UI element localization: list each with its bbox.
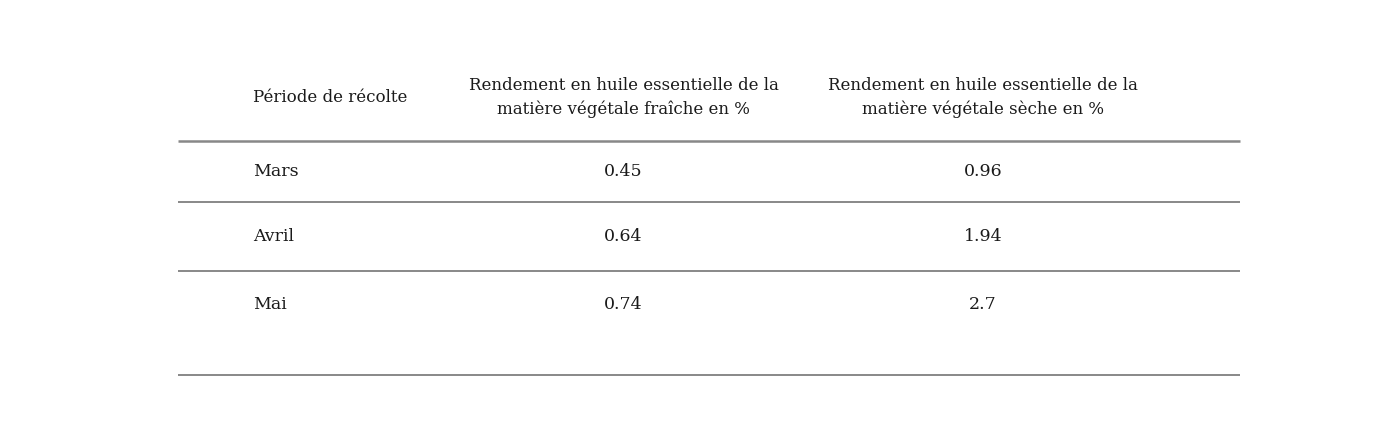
Text: Avril: Avril xyxy=(253,228,295,245)
Text: Période de récolte: Période de récolte xyxy=(253,89,408,106)
Text: 0.64: 0.64 xyxy=(605,228,642,245)
Text: 0.74: 0.74 xyxy=(605,296,642,313)
Text: Mars: Mars xyxy=(253,163,299,180)
Text: 0.45: 0.45 xyxy=(605,163,642,180)
Text: 1.94: 1.94 xyxy=(963,228,1002,245)
Text: 0.96: 0.96 xyxy=(963,163,1002,180)
Text: Rendement en huile essentielle de la
matière végétale sèche en %: Rendement en huile essentielle de la mat… xyxy=(828,77,1138,118)
Text: Mai: Mai xyxy=(253,296,288,313)
Text: Rendement en huile essentielle de la
matière végétale fraîche en %: Rendement en huile essentielle de la mat… xyxy=(469,77,778,118)
Text: 2.7: 2.7 xyxy=(969,296,996,313)
